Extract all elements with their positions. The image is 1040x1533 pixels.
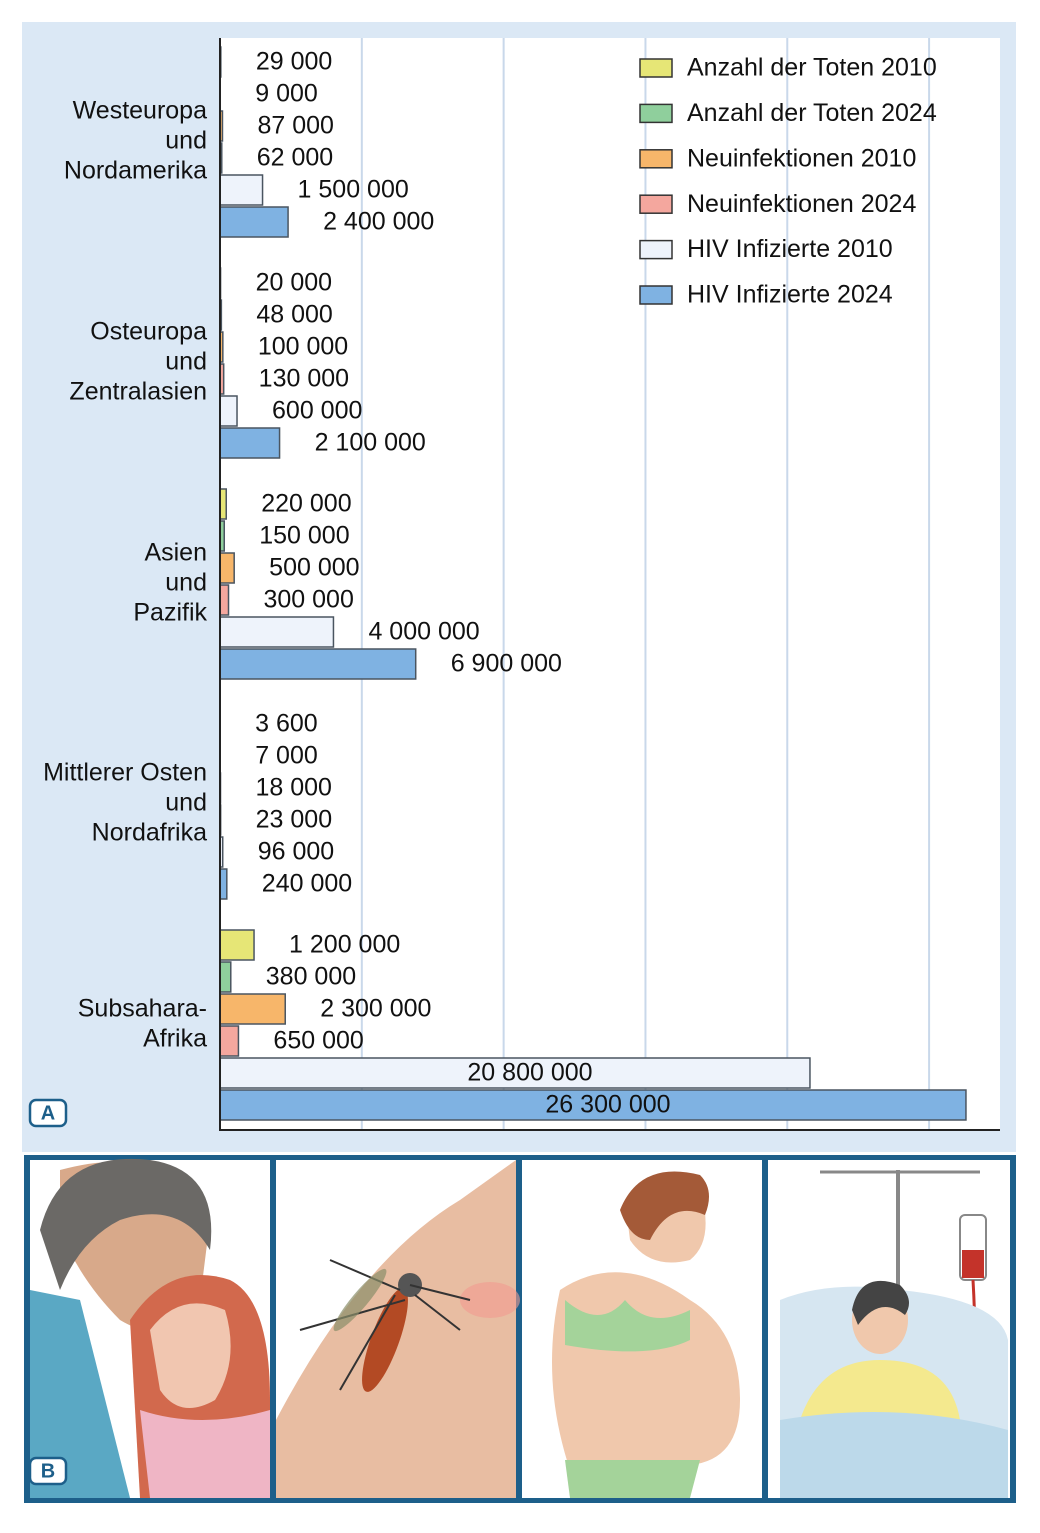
category-label: Asien <box>144 539 207 567</box>
value-label: 62 000 <box>257 144 333 172</box>
bar <box>220 994 285 1024</box>
legend-swatch <box>640 59 672 77</box>
illustrations <box>24 1155 1016 1503</box>
value-label: 96 000 <box>258 838 334 866</box>
bar <box>220 869 227 899</box>
value-label: 26 300 000 <box>545 1091 670 1119</box>
value-label: 87 000 <box>257 112 333 140</box>
value-label: 2 100 000 <box>315 429 426 457</box>
value-label: 130 000 <box>259 365 349 393</box>
value-label: 1 200 000 <box>289 931 400 959</box>
bar <box>220 207 288 237</box>
legend-swatch <box>640 286 672 304</box>
value-label: 1 500 000 <box>298 176 409 204</box>
value-label: 500 000 <box>269 554 359 582</box>
legend-swatch <box>640 104 672 122</box>
category-label: und <box>165 127 207 155</box>
value-label: 18 000 <box>256 774 332 802</box>
bar <box>220 175 263 205</box>
category-label: Subsahara- <box>78 995 207 1023</box>
value-label: 7 000 <box>255 742 318 770</box>
legend-swatch <box>640 150 672 168</box>
pregnant-woman <box>522 1160 762 1498</box>
value-label: 2 300 000 <box>320 995 431 1023</box>
legend-label: Neuinfektionen 2024 <box>687 190 916 218</box>
category-label: und <box>165 348 207 376</box>
value-label: 9 000 <box>255 80 318 108</box>
value-label: 220 000 <box>261 490 351 518</box>
category-label: Nordafrika <box>92 819 207 847</box>
bar <box>220 930 254 960</box>
category-label: Nordamerika <box>64 157 207 185</box>
legend-label: Neuinfektionen 2010 <box>687 144 916 172</box>
value-label: 6 900 000 <box>451 650 562 678</box>
bar <box>220 617 333 647</box>
legend-label: HIV Infizierte 2024 <box>687 281 893 309</box>
mosquito <box>276 1160 520 1498</box>
value-label: 2 400 000 <box>323 208 434 236</box>
value-label: 4 000 000 <box>368 618 479 646</box>
legend-label: Anzahl der Toten 2024 <box>687 99 937 127</box>
category-label: Westeuropa <box>73 97 207 125</box>
value-label: 3 600 <box>255 710 318 738</box>
legend-label: HIV Infizierte 2010 <box>687 235 893 263</box>
bar <box>220 428 280 458</box>
value-label: 150 000 <box>259 522 349 550</box>
legend-label: Anzahl der Toten 2010 <box>687 54 937 82</box>
legend-swatch <box>640 195 672 213</box>
value-label: 650 000 <box>273 1027 363 1055</box>
category-label: Mittlerer Osten <box>43 759 207 787</box>
value-label: 300 000 <box>264 586 354 614</box>
category-label: und <box>165 789 207 817</box>
value-label: 48 000 <box>256 301 332 329</box>
category-label: Pazifik <box>133 599 207 627</box>
value-label: 380 000 <box>266 963 356 991</box>
bar <box>220 1026 238 1056</box>
value-label: 29 000 <box>256 48 332 76</box>
patient-transfusion <box>768 1160 1010 1498</box>
value-label: 100 000 <box>258 333 348 361</box>
bar <box>220 962 231 992</box>
value-label: 23 000 <box>256 806 332 834</box>
value-label: 20 800 000 <box>467 1059 592 1087</box>
bar <box>220 585 229 615</box>
category-label: Afrika <box>143 1025 207 1053</box>
category-label: Zentralasien <box>69 378 207 406</box>
panel-label: A <box>41 1102 55 1124</box>
value-label: 600 000 <box>272 397 362 425</box>
bar <box>220 396 237 426</box>
panel-label: B <box>41 1460 55 1482</box>
legend-swatch <box>640 241 672 259</box>
category-label: und <box>165 569 207 597</box>
bar <box>220 553 234 583</box>
couple <box>30 1159 270 1498</box>
value-label: 240 000 <box>262 870 352 898</box>
bar <box>220 649 416 679</box>
category-label: Osteuropa <box>90 318 207 346</box>
value-label: 20 000 <box>256 269 332 297</box>
